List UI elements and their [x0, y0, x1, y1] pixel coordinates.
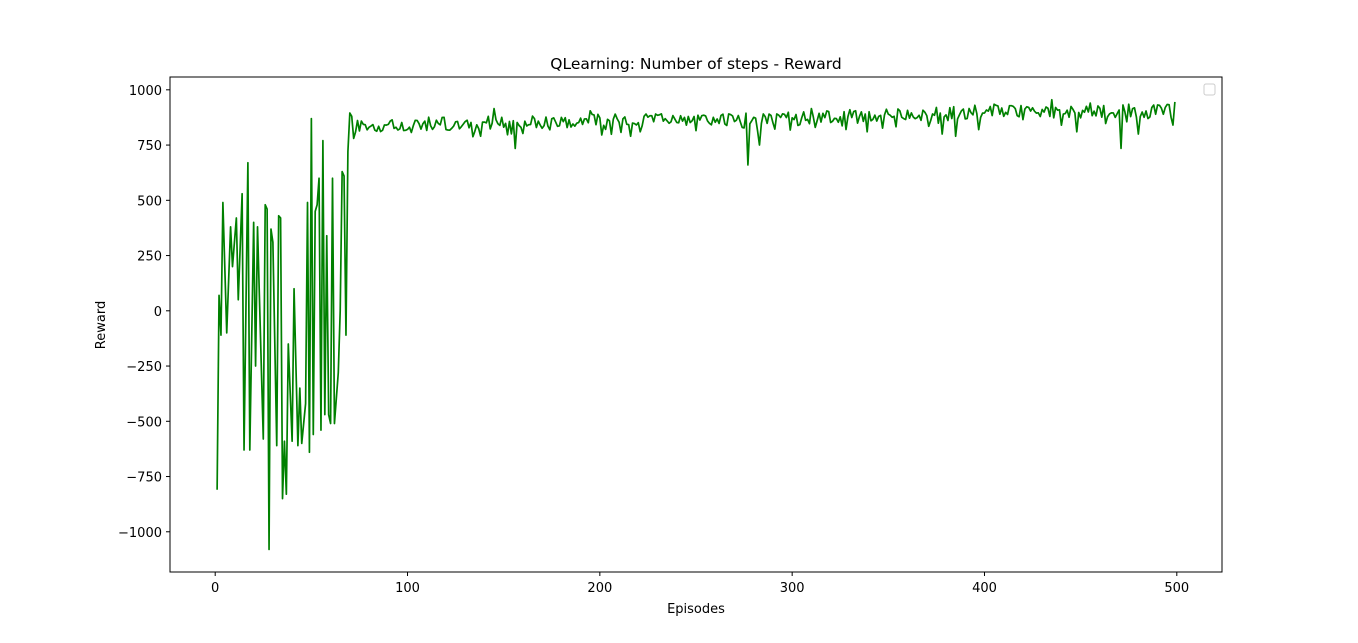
x-tick-label: 200	[587, 581, 612, 596]
chart-title: QLearning: Number of steps - Reward	[550, 55, 841, 73]
y-tick-label: 750	[137, 139, 162, 154]
y-tick-label: −750	[126, 471, 162, 486]
y-tick-label: 250	[137, 250, 162, 265]
x-axis-label: Episodes	[667, 602, 725, 617]
y-tick-label: −500	[126, 415, 162, 430]
legend-box	[1203, 83, 1216, 96]
y-tick-label: −250	[126, 360, 162, 375]
x-tick-label: 100	[395, 581, 420, 596]
x-tick-label: 400	[972, 581, 997, 596]
y-axis-label: Reward	[94, 301, 109, 349]
x-tick-label: 500	[1164, 581, 1189, 596]
x-tick-label: 300	[780, 581, 805, 596]
x-tick-label: 0	[211, 581, 219, 596]
plot-frame	[169, 76, 1223, 573]
y-tick-label: 0	[154, 305, 162, 320]
y-tick-label: 500	[137, 194, 162, 209]
y-tick-label: 1000	[129, 84, 162, 99]
y-tick-label: −1000	[118, 526, 162, 541]
reward-series-line	[216, 98, 1176, 551]
axis-ticks: 0 100 200 300 400 500 −1000 −750 −500 −250 0 250 500…	[118, 84, 1189, 596]
